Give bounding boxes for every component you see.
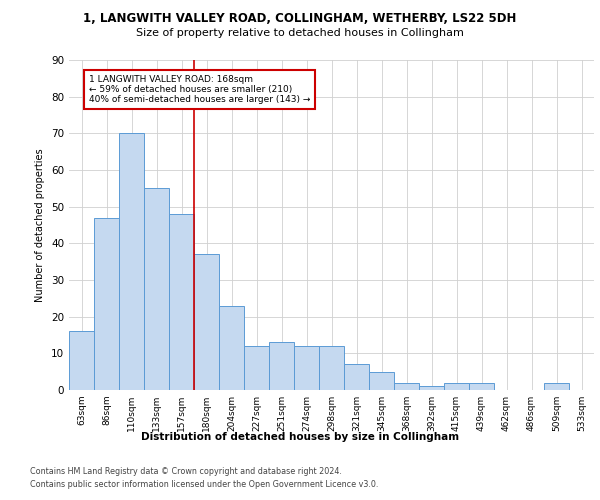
Bar <box>194 254 219 390</box>
Y-axis label: Number of detached properties: Number of detached properties <box>35 148 46 302</box>
Bar <box>369 372 394 390</box>
Bar <box>294 346 319 390</box>
Bar <box>119 134 144 390</box>
Text: 1 LANGWITH VALLEY ROAD: 168sqm
← 59% of detached houses are smaller (210)
40% of: 1 LANGWITH VALLEY ROAD: 168sqm ← 59% of … <box>89 74 310 104</box>
Bar <box>544 382 569 390</box>
Text: 1, LANGWITH VALLEY ROAD, COLLINGHAM, WETHERBY, LS22 5DH: 1, LANGWITH VALLEY ROAD, COLLINGHAM, WET… <box>83 12 517 26</box>
Bar <box>394 382 419 390</box>
Text: Distribution of detached houses by size in Collingham: Distribution of detached houses by size … <box>141 432 459 442</box>
Bar <box>469 382 494 390</box>
Bar <box>94 218 119 390</box>
Bar <box>444 382 469 390</box>
Bar <box>144 188 169 390</box>
Bar <box>269 342 294 390</box>
Bar <box>419 386 444 390</box>
Text: Contains public sector information licensed under the Open Government Licence v3: Contains public sector information licen… <box>30 480 379 489</box>
Bar <box>344 364 369 390</box>
Text: Size of property relative to detached houses in Collingham: Size of property relative to detached ho… <box>136 28 464 38</box>
Text: Contains HM Land Registry data © Crown copyright and database right 2024.: Contains HM Land Registry data © Crown c… <box>30 468 342 476</box>
Bar <box>219 306 244 390</box>
Bar <box>244 346 269 390</box>
Bar <box>69 332 94 390</box>
Bar <box>169 214 194 390</box>
Bar <box>319 346 344 390</box>
